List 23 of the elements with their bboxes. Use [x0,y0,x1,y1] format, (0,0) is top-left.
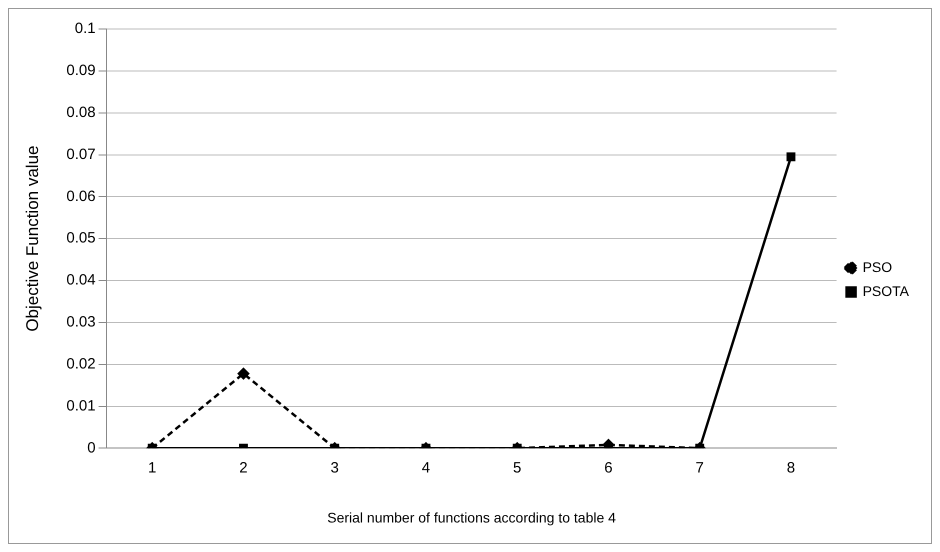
x-axis-title: Serial number of functions according to table 4 [327,509,616,526]
y-tick-label: 0.03 [66,314,96,331]
y-tick-label: 0.08 [66,104,96,121]
x-tick-label: 5 [513,459,522,476]
x-tick-label: 3 [330,459,339,476]
x-tick-label: 6 [604,459,613,476]
y-tick-label: 0.09 [66,62,96,80]
y-axis-title: Objective Function value [22,146,42,332]
x-tick-label: 1 [148,459,156,476]
y-tick-label: 0.01 [66,397,96,414]
x-tick-label: 2 [239,459,248,476]
y-tick-label: 0.07 [66,146,96,163]
y-tick-label: 0.1 [74,20,96,38]
legend-label: PSOTA [862,282,910,299]
y-tick-label: 0 [87,439,96,456]
x-tick-label: 8 [786,459,796,476]
y-tick-label: 0.05 [66,230,96,247]
y-tick-label: 0.06 [66,188,96,205]
y-tick-label: 0.02 [66,356,96,372]
x-tick-label: 7 [696,459,704,476]
x-tick-label: 4 [422,459,430,476]
y-tick-label: 0.04 [66,272,96,289]
legend-label: PSO [862,258,892,275]
